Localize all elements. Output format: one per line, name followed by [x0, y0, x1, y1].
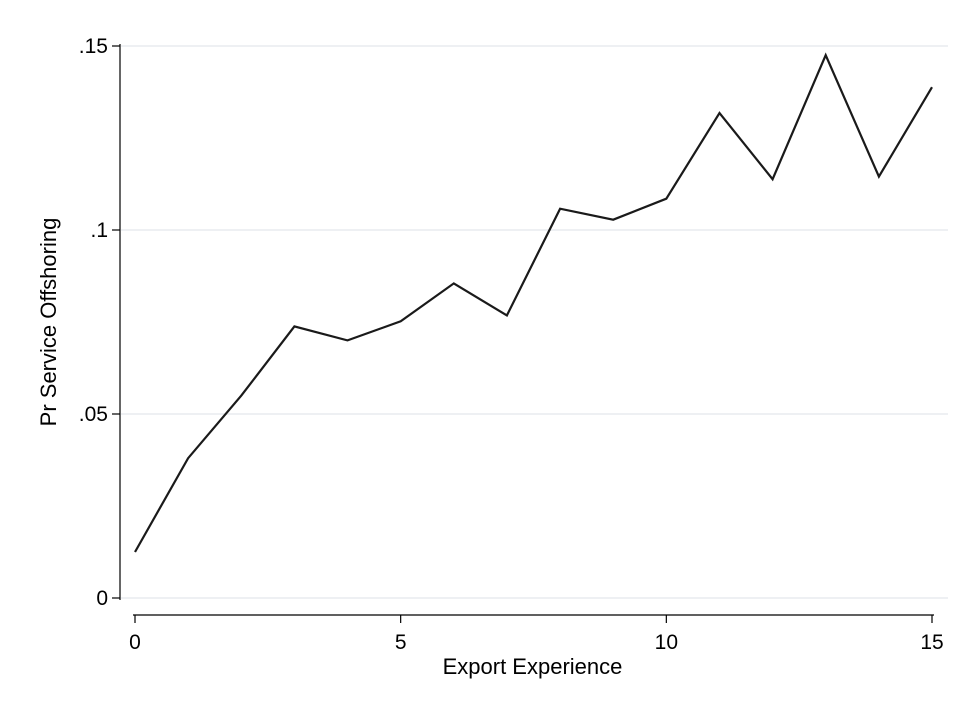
y-tick-label: .05: [79, 403, 108, 426]
series-line: [134, 52, 933, 553]
grid-lines: [121, 45, 948, 599]
y-tick-label: 0: [96, 587, 108, 610]
y-tick-label: .1: [90, 219, 108, 242]
x-tick-label: 10: [655, 631, 678, 654]
x-axis-ticks: 0 5 10 15: [129, 615, 944, 654]
series-layer: [134, 52, 933, 553]
x-tick-label: 0: [129, 631, 141, 654]
y-axis-ticks: 0 .05 .1 .15: [79, 35, 120, 610]
x-tick-label: 5: [395, 631, 407, 654]
x-tick-label: 15: [920, 631, 943, 654]
y-axis-title: Pr Service Offshoring: [36, 218, 61, 427]
y-tick-label: .15: [79, 35, 108, 58]
x-axis-title: Export Experience: [443, 654, 623, 679]
